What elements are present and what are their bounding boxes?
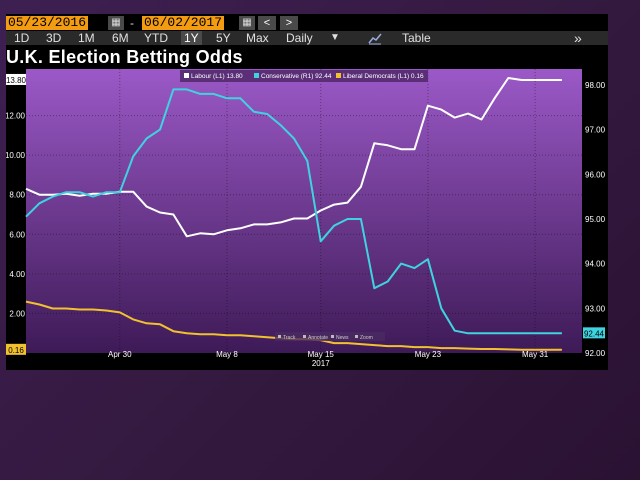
right-axis-tick-label: 98.00: [585, 81, 606, 90]
next-range-button[interactable]: >: [280, 16, 298, 30]
annotate-tool-icon: [303, 335, 306, 338]
end-calendar-icon[interactable]: ▦: [239, 16, 255, 30]
date-separator: -: [130, 16, 134, 30]
left-axis-tick-label: 12.00: [6, 112, 26, 121]
news-tool-label: News: [336, 335, 349, 341]
expand-icon[interactable]: »: [574, 30, 582, 46]
x-axis-tick-label: May 8: [216, 350, 238, 359]
start-calendar-icon[interactable]: ▦: [108, 16, 124, 30]
period-6m-button[interactable]: 6M: [112, 31, 129, 45]
frequency-dropdown[interactable]: Daily: [286, 31, 313, 45]
chart-window: 05/23/2016 ▦ - 06/02/2017 ▦ < > 1D 3D 1M…: [6, 14, 608, 370]
annotate-tool-label: Annotate: [308, 335, 328, 341]
plot-area: [26, 69, 582, 353]
conservative-legend-label: Conservative (R1) 92.44: [261, 73, 332, 80]
track-tool-icon: [278, 335, 281, 338]
track-tool-label: Track: [283, 335, 296, 341]
right-axis-tick-label: 92.00: [585, 349, 606, 358]
period-toolbar: 1D 3D 1M 6M YTD 1Y 5Y Max Daily ▼ Table …: [6, 31, 608, 45]
chart-tools-bar: [275, 332, 385, 341]
x-axis-year-label: 2017: [312, 359, 330, 368]
period-1m-button[interactable]: 1M: [78, 31, 95, 45]
left-axis-tick-label: 8.00: [9, 191, 25, 200]
right-axis-tick-label: 97.00: [585, 126, 606, 135]
period-3d-button[interactable]: 3D: [46, 31, 62, 45]
conservative-line: [25, 88, 562, 335]
libdem-last-value-badge: [6, 343, 26, 355]
period-ytd-button[interactable]: YTD: [144, 31, 168, 45]
left-axis-tick-label: 6.00: [9, 230, 25, 239]
zoom-tool-icon: [355, 335, 358, 338]
line-chart-icon[interactable]: [362, 31, 388, 45]
libdem-legend-swatch: [336, 73, 341, 78]
conservative-last-value-label: 92.44: [584, 329, 605, 338]
x-axis-tick-label: May 23: [415, 350, 442, 359]
chart-title: U.K. Election Betting Odds: [6, 47, 243, 67]
previous-range-button[interactable]: <: [258, 16, 276, 30]
period-1y-button[interactable]: 1Y: [181, 31, 202, 45]
left-axis-tick-label: 2.00: [9, 309, 25, 318]
end-date-field[interactable]: 06/02/2017: [142, 15, 225, 30]
period-5y-button[interactable]: 5Y: [216, 31, 231, 45]
period-1d-button[interactable]: 1D: [14, 31, 30, 45]
labour-last-value-label: 13.80: [6, 76, 27, 85]
line-chart: 2.00 4.00 6.00 8.00 10.00 12.00 92.00 93.00 94.0…: [6, 69, 606, 368]
period-max-button[interactable]: Max: [246, 31, 269, 45]
labour-legend-swatch: [184, 73, 189, 78]
right-axis-tick-label: 94.00: [585, 260, 606, 269]
right-axis-tick-label: 93.00: [585, 304, 606, 313]
x-axis-tick-label: May 31: [522, 350, 549, 359]
x-axis-tick-label: May 15: [308, 350, 335, 359]
conservative-last-value-badge: [583, 327, 605, 339]
right-axis-tick-label: 96.00: [585, 170, 606, 179]
legend-box: [180, 70, 428, 82]
right-axis-tick-label: 95.00: [585, 215, 606, 224]
conservative-legend-swatch: [254, 73, 259, 78]
triangle-down-icon[interactable]: ▼: [330, 32, 340, 43]
date-range-toolbar: 05/23/2016 ▦ - 06/02/2017 ▦ < >: [6, 14, 608, 31]
news-tool-icon: [331, 335, 334, 338]
x-axis-tick-label: Apr 30: [108, 350, 132, 359]
libdem-legend-label: Liberal Democrats (L1) 0.16: [343, 73, 424, 80]
start-date-field[interactable]: 05/23/2016: [6, 15, 89, 30]
table-view-button[interactable]: Table: [402, 31, 431, 45]
left-axis-tick-label: 10.00: [6, 151, 26, 160]
labour-legend-label: Labour (L1) 13.80: [191, 73, 243, 80]
left-axis-tick-label: 4.00: [9, 270, 25, 279]
zoom-tool-label: Zoom: [360, 335, 373, 341]
labour-last-value-badge: [6, 73, 26, 85]
libdem-last-value-label: 0.16: [8, 346, 24, 355]
